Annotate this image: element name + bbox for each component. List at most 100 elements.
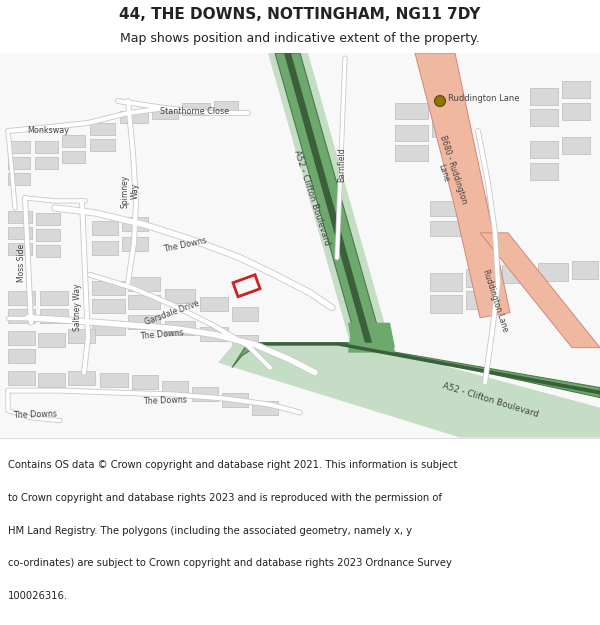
Polygon shape <box>132 374 158 389</box>
Polygon shape <box>8 243 32 255</box>
Text: Saltney Way: Saltney Way <box>74 284 83 331</box>
Polygon shape <box>40 309 68 322</box>
Polygon shape <box>466 291 498 309</box>
Polygon shape <box>430 295 462 312</box>
Polygon shape <box>430 272 462 291</box>
Polygon shape <box>35 141 58 153</box>
Polygon shape <box>128 295 160 309</box>
Polygon shape <box>165 321 195 334</box>
Polygon shape <box>90 123 115 135</box>
Polygon shape <box>8 349 35 362</box>
Polygon shape <box>8 173 30 185</box>
Polygon shape <box>395 145 428 161</box>
Polygon shape <box>464 197 492 212</box>
Polygon shape <box>35 157 58 169</box>
Polygon shape <box>40 291 68 305</box>
Polygon shape <box>92 299 125 312</box>
Text: Moss Side: Moss Side <box>17 244 26 282</box>
Polygon shape <box>182 103 210 115</box>
Polygon shape <box>8 227 32 239</box>
Text: The Downs: The Downs <box>163 236 208 254</box>
Text: to Crown copyright and database rights 2023 and is reproduced with the permissio: to Crown copyright and database rights 2… <box>8 492 442 502</box>
Polygon shape <box>128 315 160 329</box>
Polygon shape <box>90 139 115 151</box>
Polygon shape <box>8 211 32 223</box>
Polygon shape <box>36 229 60 241</box>
Text: 100026316.: 100026316. <box>8 591 68 601</box>
Text: The Downs: The Downs <box>13 409 57 420</box>
Polygon shape <box>92 221 118 235</box>
Polygon shape <box>562 81 590 98</box>
Polygon shape <box>8 331 35 344</box>
Text: Contains OS data © Crown copyright and database right 2021. This information is : Contains OS data © Crown copyright and d… <box>8 460 457 470</box>
Polygon shape <box>152 107 178 119</box>
Text: Barnfield: Barnfield <box>337 148 347 182</box>
Polygon shape <box>232 307 258 321</box>
Polygon shape <box>165 289 195 302</box>
Text: The Downs: The Downs <box>143 395 187 406</box>
Text: A52 - Clifton Boulevard: A52 - Clifton Boulevard <box>441 382 539 419</box>
Polygon shape <box>480 233 600 348</box>
Text: B680 - Ruddington
Lane: B680 - Ruddington Lane <box>428 134 468 208</box>
Polygon shape <box>284 53 372 342</box>
Text: co-ordinates) are subject to Crown copyright and database rights 2023 Ordnance S: co-ordinates) are subject to Crown copyr… <box>8 559 452 569</box>
Circle shape <box>434 96 445 106</box>
Polygon shape <box>262 342 600 394</box>
Polygon shape <box>530 88 558 105</box>
Polygon shape <box>562 137 590 154</box>
Text: Ruddington Lane: Ruddington Lane <box>448 94 520 102</box>
Polygon shape <box>502 265 534 282</box>
Polygon shape <box>8 141 30 153</box>
Polygon shape <box>572 261 598 279</box>
Text: Spimney
Way: Spimney Way <box>120 174 140 208</box>
Polygon shape <box>466 269 498 287</box>
Polygon shape <box>92 321 125 334</box>
Polygon shape <box>430 221 460 236</box>
Polygon shape <box>192 387 218 401</box>
Polygon shape <box>100 372 128 387</box>
Polygon shape <box>92 241 118 255</box>
Polygon shape <box>530 141 558 158</box>
Text: HM Land Registry. The polygons (including the associated geometry, namely x, y: HM Land Registry. The polygons (includin… <box>8 526 412 536</box>
Polygon shape <box>218 342 600 437</box>
Polygon shape <box>8 291 35 305</box>
Text: 44, THE DOWNS, NOTTINGHAM, NG11 7DY: 44, THE DOWNS, NOTTINGHAM, NG11 7DY <box>119 8 481 22</box>
Polygon shape <box>200 327 228 341</box>
Text: Monksway: Monksway <box>27 126 69 136</box>
Text: Garsdale Drive: Garsdale Drive <box>143 299 200 327</box>
Polygon shape <box>562 103 590 120</box>
Polygon shape <box>232 342 600 398</box>
Polygon shape <box>268 53 390 342</box>
Polygon shape <box>92 281 125 295</box>
Polygon shape <box>8 157 30 169</box>
Polygon shape <box>68 371 95 384</box>
Polygon shape <box>8 371 35 384</box>
Polygon shape <box>395 125 428 141</box>
Polygon shape <box>122 237 148 251</box>
Polygon shape <box>62 151 85 163</box>
Polygon shape <box>222 392 248 406</box>
Polygon shape <box>430 201 460 216</box>
Polygon shape <box>415 53 510 318</box>
Polygon shape <box>432 121 462 137</box>
Polygon shape <box>62 135 85 147</box>
Polygon shape <box>38 372 65 387</box>
Polygon shape <box>348 338 395 352</box>
Polygon shape <box>232 334 258 349</box>
Polygon shape <box>432 99 462 115</box>
Polygon shape <box>122 217 148 231</box>
Polygon shape <box>200 297 228 311</box>
Polygon shape <box>214 101 238 113</box>
Text: Stanthorne Close: Stanthorne Close <box>160 106 230 116</box>
Polygon shape <box>395 103 428 119</box>
Polygon shape <box>252 401 278 414</box>
Text: Map shows position and indicative extent of the property.: Map shows position and indicative extent… <box>120 32 480 45</box>
Polygon shape <box>530 109 558 126</box>
Text: Ruddington Lane: Ruddington Lane <box>481 268 509 333</box>
Polygon shape <box>464 218 492 233</box>
Polygon shape <box>36 245 60 257</box>
Polygon shape <box>8 309 35 322</box>
Polygon shape <box>348 322 395 348</box>
Polygon shape <box>128 277 160 291</box>
Polygon shape <box>36 213 60 225</box>
